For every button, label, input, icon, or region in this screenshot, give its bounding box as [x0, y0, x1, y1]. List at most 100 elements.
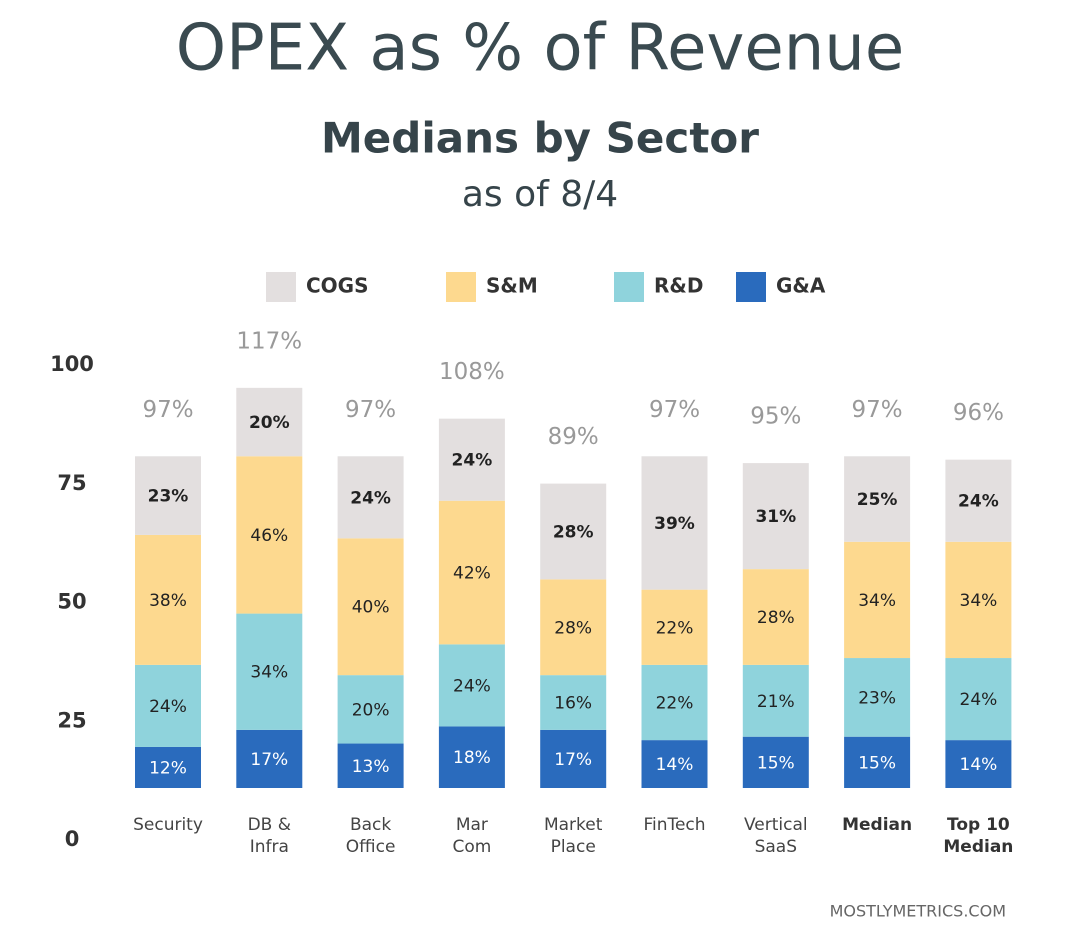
segment-label: 46%	[250, 526, 288, 546]
segment-label: 22%	[656, 618, 694, 638]
segment-label: 28%	[554, 618, 592, 638]
segment-label: 14%	[656, 755, 694, 775]
bar-segment	[844, 658, 911, 737]
x-tick-label: Security	[133, 815, 203, 835]
bar-segment	[742, 736, 809, 788]
bar-segment	[135, 664, 201, 747]
segment-label: 42%	[453, 564, 491, 584]
chart-subtitle: Medians by Sector	[321, 114, 759, 163]
bar-segment	[236, 456, 303, 614]
legend-swatch	[736, 272, 766, 302]
y-tick-label: 75	[57, 471, 86, 495]
y-tick-label: 25	[57, 708, 86, 732]
segment-label: 28%	[757, 608, 795, 628]
segment-label: 24%	[453, 676, 491, 696]
bar-segment	[540, 675, 607, 730]
bar-segment	[844, 456, 911, 542]
legend-swatch	[614, 272, 644, 302]
bar-segment	[641, 664, 708, 741]
bar-segment	[844, 541, 911, 659]
y-tick-label: 0	[65, 827, 80, 851]
legend-label: S&M	[486, 274, 538, 298]
legend-label: G&A	[776, 274, 826, 298]
total-label: 97%	[142, 397, 193, 423]
y-tick-label: 50	[57, 590, 86, 614]
source: MOSTLYMETRICS.COM	[830, 902, 1006, 921]
legend-label: R&D	[654, 274, 703, 298]
segment-label: 25%	[857, 490, 898, 510]
segment-label: 16%	[554, 694, 592, 714]
segment-label: 39%	[654, 514, 695, 534]
chart-title: OPEX as % of Revenue	[176, 12, 904, 86]
bar-segment	[844, 736, 911, 788]
segment-label: 24%	[149, 697, 187, 717]
total-label: 108%	[439, 359, 505, 385]
total-label: 97%	[345, 397, 396, 423]
bar-segment	[641, 740, 708, 788]
segment-label: 15%	[757, 753, 795, 773]
bar-segment	[742, 664, 809, 737]
segment-label: 40%	[352, 598, 390, 618]
bar-segment	[438, 500, 505, 645]
x-tick-label: Top 10 Median	[943, 815, 1014, 857]
legend-swatch	[266, 272, 296, 302]
bar-segment	[742, 463, 809, 570]
bar-segment	[540, 729, 607, 788]
bar-segment	[540, 579, 607, 676]
bar-segment	[438, 644, 505, 727]
segment-label: 21%	[757, 692, 795, 712]
bar-segment	[438, 726, 505, 788]
x-tick-label: DB & Infra	[247, 815, 291, 857]
total-label: 117%	[236, 328, 302, 354]
bar-segment	[135, 456, 201, 535]
total-label: 97%	[649, 397, 700, 423]
segment-label: 17%	[250, 750, 288, 770]
segment-label: 34%	[858, 591, 896, 611]
bar-segment	[641, 589, 708, 665]
segment-label: 13%	[352, 757, 390, 777]
bar-segment	[236, 387, 303, 457]
x-tick-label: Mar Com	[452, 815, 492, 857]
segment-label: 20%	[352, 700, 390, 720]
segment-label: 17%	[554, 750, 592, 770]
bar-segment	[337, 456, 404, 539]
bar-segment	[236, 613, 303, 730]
segment-label: 24%	[958, 492, 999, 512]
bar-segment	[945, 459, 1012, 542]
segment-label: 22%	[656, 694, 694, 714]
bar-segment	[945, 740, 1012, 788]
segment-label: 20%	[249, 413, 290, 433]
legend-swatch	[446, 272, 476, 302]
bar-segment	[945, 658, 1012, 741]
bar-segment	[337, 743, 404, 788]
segment-label: 24%	[960, 690, 998, 710]
bar-segment	[945, 541, 1012, 659]
bar-segment	[236, 729, 303, 788]
legend-label: COGS	[306, 274, 369, 298]
y-tick-label: 100	[50, 352, 94, 376]
segment-label: 31%	[755, 507, 796, 527]
x-tick-label: Median	[842, 815, 913, 835]
segment-label: 23%	[148, 487, 189, 507]
segment-label: 34%	[960, 591, 998, 611]
segment-label: 38%	[149, 591, 187, 611]
bar-segment	[438, 418, 505, 501]
bar-segment	[337, 538, 404, 676]
bar-segment	[540, 483, 607, 580]
segment-label: 18%	[453, 748, 491, 768]
segment-label: 24%	[452, 451, 493, 471]
segment-label: 28%	[553, 523, 594, 543]
total-label: 95%	[750, 404, 801, 430]
bar-segment	[742, 569, 809, 665]
bar-segment	[641, 456, 708, 590]
x-tick-label: Back Office	[345, 815, 396, 857]
total-label: 97%	[852, 397, 903, 423]
segment-label: 12%	[149, 758, 187, 778]
segment-label: 14%	[960, 755, 998, 775]
x-tick-label: Market Place	[543, 815, 603, 857]
segment-label: 15%	[858, 753, 896, 773]
bar-segment	[135, 746, 201, 788]
total-label: 96%	[953, 400, 1004, 426]
